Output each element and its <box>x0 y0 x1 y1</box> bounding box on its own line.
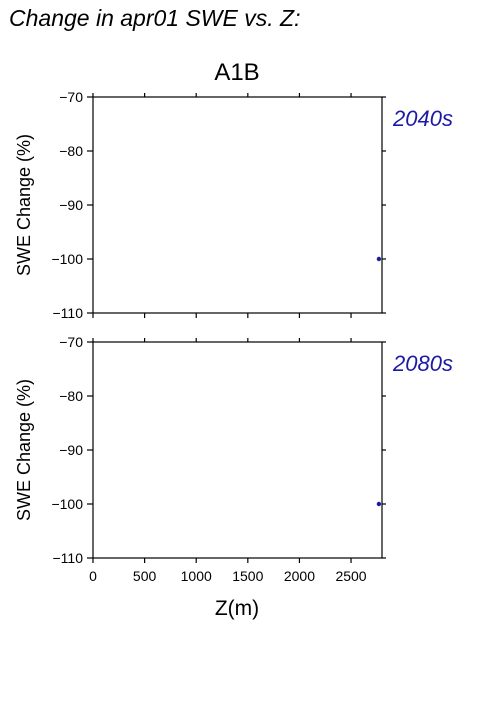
period-label: 2040s <box>392 106 453 131</box>
data-point <box>376 501 382 507</box>
plot-frame <box>92 96 383 314</box>
plot-frame <box>92 341 383 559</box>
y-tick-label: −100 <box>51 496 83 512</box>
x-tick-label: 0 <box>89 568 97 584</box>
x-tick-label: 1000 <box>181 568 212 584</box>
y-tick-label: −80 <box>59 388 83 404</box>
y-tick-label: −110 <box>53 550 84 566</box>
x-tick-label: 1500 <box>232 568 263 584</box>
y-tick-label: −110 <box>53 305 84 321</box>
x-tick-label: 500 <box>133 568 157 584</box>
data-point <box>376 256 382 262</box>
x-tick-label: 2500 <box>335 568 366 584</box>
x-axis-label: Z(m) <box>215 597 259 620</box>
chart-panel-2080s: −70 −80 −90 −100 −110 0 500 1000 1500 2000 2500 SWE… <box>14 334 453 584</box>
y-tick-label: −100 <box>51 251 83 267</box>
y-tick-label: −70 <box>59 89 83 105</box>
y-tick-label: −90 <box>59 442 83 458</box>
y-tick-label: −90 <box>59 197 83 213</box>
figure-heading: Change in apr01 SWE vs. Z: <box>9 5 300 31</box>
scenario-title: A1B <box>214 59 259 86</box>
period-label: 2080s <box>392 351 453 376</box>
y-axis-label: SWE Change (%) <box>14 379 34 521</box>
x-tick-label: 2000 <box>284 568 315 584</box>
y-tick-label: −80 <box>59 143 83 159</box>
y-tick-label: −70 <box>59 334 83 350</box>
y-axis-label: SWE Change (%) <box>14 134 34 276</box>
chart-panel-2040s: −70 −80 −90 −100 −110 SWE Change (%) 2040s <box>14 89 453 321</box>
